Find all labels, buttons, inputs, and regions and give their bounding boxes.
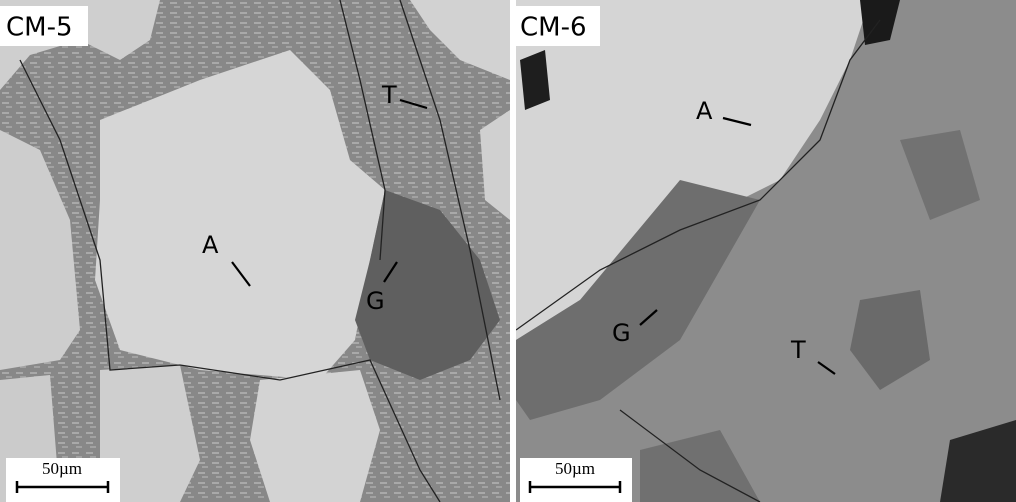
- scale-label: 50µm: [555, 459, 595, 478]
- phase-label: T: [381, 81, 397, 109]
- scale-label: 50µm: [42, 459, 82, 478]
- phase-label: G: [612, 319, 631, 347]
- figure: CM-5 T A G 50µm CM-6 A G T 50µm: [0, 0, 1016, 502]
- panel-title: CM-6: [520, 13, 587, 43]
- phase-label: T: [790, 336, 806, 364]
- phase-label: A: [696, 97, 713, 125]
- micrograph-cm6: [516, 0, 1016, 502]
- phase-label: A: [202, 231, 219, 259]
- micrograph-cm5: [0, 0, 510, 502]
- phase-label: G: [366, 287, 385, 315]
- panel-title: CM-5: [6, 13, 73, 43]
- page: CM-5 T A G 50µm CM-6 A G T 50µm (() => {…: [0, 0, 1016, 502]
